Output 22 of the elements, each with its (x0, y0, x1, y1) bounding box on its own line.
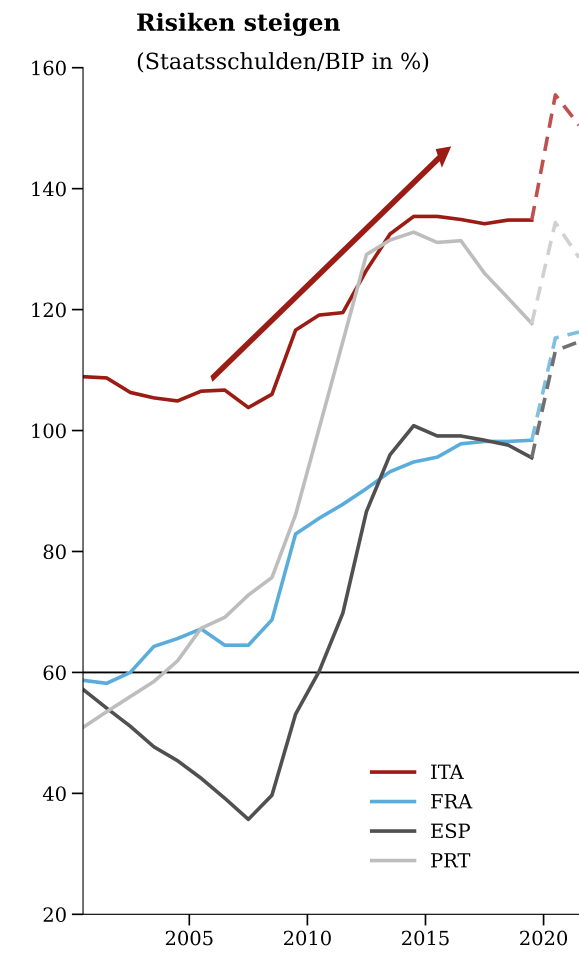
x-tick-label: 2010 (284, 930, 331, 946)
chart-title: Risiken steigen (137, 12, 340, 36)
line-series (83, 424, 534, 822)
line-series (83, 230, 534, 730)
chart-subtitle: (Staatsschulden/BIP in %) (138, 52, 428, 73)
line-series (83, 214, 534, 410)
x-tick-label: 2015 (402, 930, 449, 946)
x-tick-label: 2020 (520, 930, 568, 946)
legend-label: ESP (431, 823, 470, 838)
legend-label: ITA (431, 764, 464, 779)
y-tick-label: 40 (42, 786, 66, 802)
x-tick-label: 2005 (166, 930, 213, 946)
legend-label: FRA (431, 794, 472, 808)
y-tick-label: 60 (44, 665, 66, 680)
y-tick-label: 100 (32, 423, 66, 438)
line-series (83, 438, 534, 686)
y-tick-label: 80 (44, 544, 66, 560)
y-tick-label: 20 (44, 907, 66, 922)
legend-label: PRT (431, 853, 470, 868)
y-tick-label: 140 (32, 182, 66, 196)
y-tick-label: 160 (32, 60, 66, 76)
y-tick-label: 120 (32, 302, 66, 318)
